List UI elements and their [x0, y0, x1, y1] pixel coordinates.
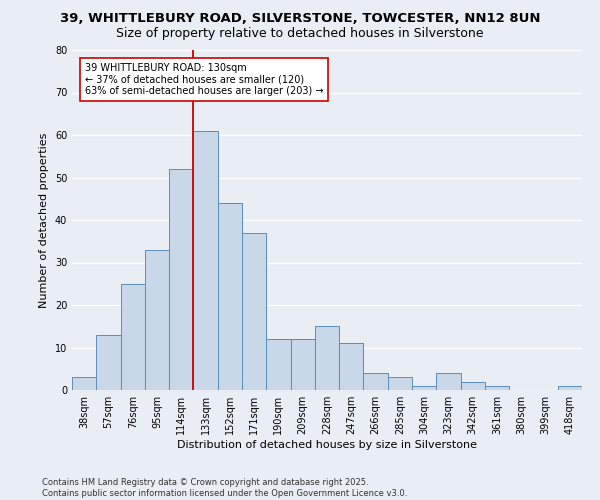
Bar: [290, 339, 315, 390]
Y-axis label: Number of detached properties: Number of detached properties: [39, 132, 49, 308]
Text: Contains HM Land Registry data © Crown copyright and database right 2025.
Contai: Contains HM Land Registry data © Crown c…: [42, 478, 407, 498]
Bar: [266, 339, 290, 390]
Bar: [436, 373, 461, 390]
X-axis label: Distribution of detached houses by size in Silverstone: Distribution of detached houses by size …: [177, 440, 477, 450]
Bar: [388, 378, 412, 390]
Bar: [364, 373, 388, 390]
Bar: [461, 382, 485, 390]
Bar: [218, 203, 242, 390]
Bar: [145, 250, 169, 390]
Bar: [339, 343, 364, 390]
Bar: [72, 378, 96, 390]
Bar: [169, 169, 193, 390]
Text: 39, WHITTLEBURY ROAD, SILVERSTONE, TOWCESTER, NN12 8UN: 39, WHITTLEBURY ROAD, SILVERSTONE, TOWCE…: [60, 12, 540, 26]
Bar: [315, 326, 339, 390]
Bar: [412, 386, 436, 390]
Bar: [558, 386, 582, 390]
Text: 39 WHITTLEBURY ROAD: 130sqm
← 37% of detached houses are smaller (120)
63% of se: 39 WHITTLEBURY ROAD: 130sqm ← 37% of det…: [85, 62, 323, 96]
Text: Size of property relative to detached houses in Silverstone: Size of property relative to detached ho…: [116, 28, 484, 40]
Bar: [242, 233, 266, 390]
Bar: [193, 130, 218, 390]
Bar: [485, 386, 509, 390]
Bar: [121, 284, 145, 390]
Bar: [96, 335, 121, 390]
